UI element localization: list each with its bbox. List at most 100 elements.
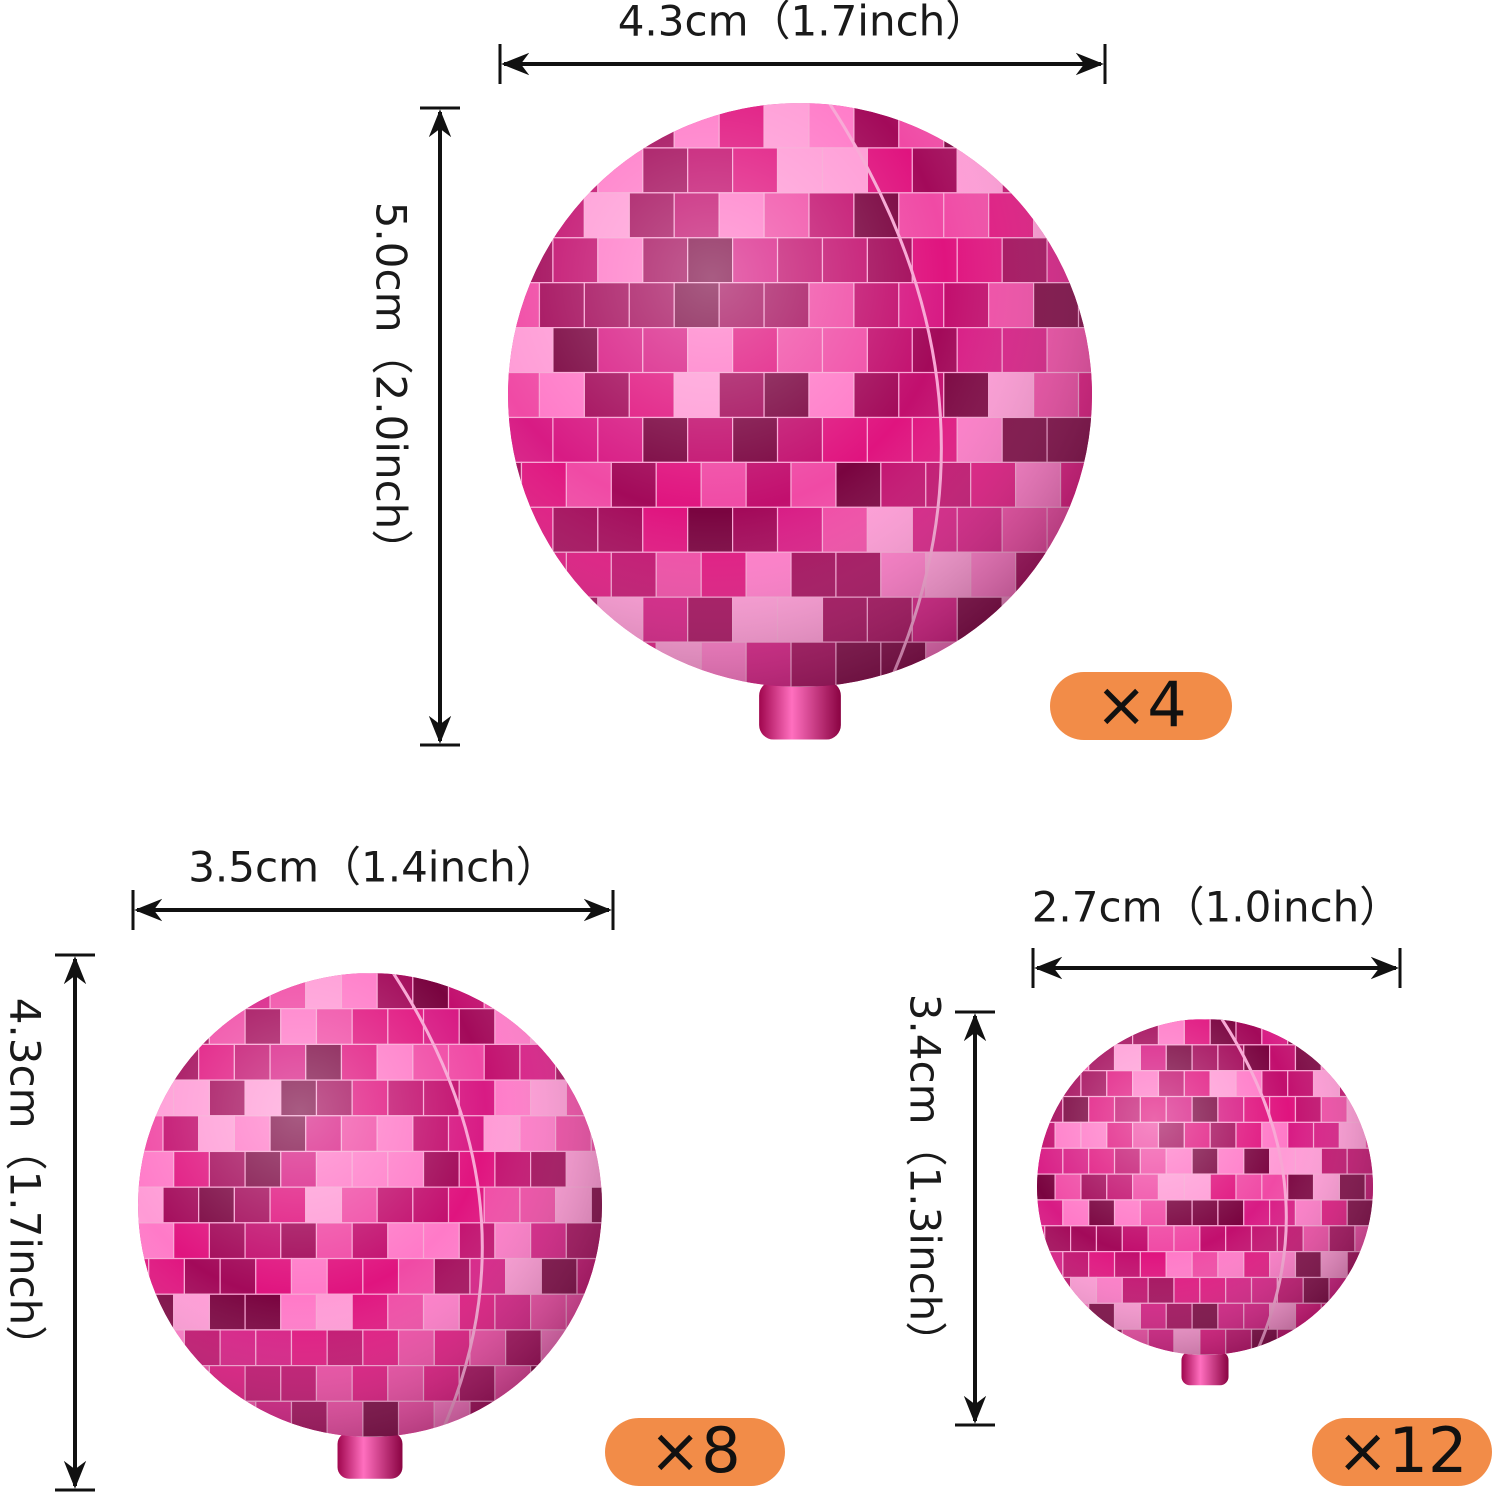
mirror-tile <box>687 686 734 687</box>
mirror-tile <box>92 1116 128 1152</box>
mirror-tile <box>1037 1302 1064 1330</box>
mirror-tile <box>583 103 630 149</box>
disco-ball <box>450 103 1092 687</box>
mirror-tile <box>1037 1354 1038 1355</box>
mirror-tile <box>1001 686 1048 687</box>
mirror-tile <box>530 1008 567 1045</box>
mirror-tile <box>508 551 523 598</box>
mirror-tile <box>520 641 568 687</box>
quantity-label: ×12 <box>1337 1414 1468 1487</box>
mirror-tile <box>1269 1354 1297 1355</box>
mirror-tile <box>1091 596 1092 643</box>
mirror-tile <box>1003 1174 1029 1200</box>
width-label: 2.7cm（1.0inch） <box>1032 883 1402 932</box>
mirror-tile <box>1062 1302 1090 1330</box>
height-label: 3.4cm（1.3inch） <box>901 994 950 1364</box>
mirror-tile <box>138 1365 139 1402</box>
mirror-tile <box>138 1436 175 1437</box>
mirror-tile <box>1088 1354 1116 1355</box>
mirror-tile <box>280 1436 318 1437</box>
mirror-tile <box>508 641 523 687</box>
mirror-tile <box>508 103 541 149</box>
mirror-tile <box>508 506 509 553</box>
mirror-tile <box>450 193 495 238</box>
ball-shade <box>508 103 1092 687</box>
mirror-tile <box>552 596 599 643</box>
mirror-tile <box>1037 1019 1056 1046</box>
mirror-tile <box>970 641 1017 687</box>
mirror-tile <box>1015 641 1062 687</box>
mirror-tile <box>1372 1354 1373 1355</box>
mirror-tile <box>1372 1044 1373 1072</box>
mirror-tile <box>1354 1328 1373 1355</box>
quantity-badge <box>605 1418 785 1486</box>
mirror-tile <box>508 237 509 284</box>
mirror-tile <box>1003 1122 1029 1148</box>
mirror-tile <box>1062 1044 1090 1072</box>
mirror-tile <box>1001 596 1048 643</box>
mirror-tile <box>565 1436 602 1437</box>
mirror-tile <box>538 103 585 149</box>
mirror-tile <box>1113 1354 1141 1355</box>
mirror-tile <box>1139 1354 1167 1355</box>
mirror-tile <box>138 1293 139 1331</box>
hanger-cap <box>337 1432 403 1479</box>
mirror-tile <box>422 1436 460 1437</box>
mirror-tile <box>173 1365 210 1402</box>
mirror-tile <box>1037 1070 1056 1098</box>
mirror-tile <box>450 373 495 418</box>
hanger-cap <box>1181 1351 1229 1386</box>
mirror-tile <box>1320 1354 1348 1355</box>
mirror-tile <box>450 283 495 328</box>
mirror-tile <box>1372 1199 1373 1227</box>
disco-ball-item: 4.3cm（1.7inch） 5.0cm（2.0inch） ×4 <box>367 0 1232 747</box>
mirror-tile <box>1037 1302 1038 1330</box>
mirror-tile <box>1077 282 1092 329</box>
mirror-tile <box>576 1329 602 1367</box>
disco-ball <box>92 973 602 1437</box>
mirror-tile <box>458 1436 496 1437</box>
mirror-tile <box>530 1436 567 1437</box>
mirror-tile <box>554 973 592 1010</box>
ball-shade <box>138 973 602 1437</box>
mirror-tile <box>244 1436 282 1437</box>
mirror-tile <box>1001 147 1048 194</box>
mirror-tile <box>1287 1019 1315 1046</box>
mirror-tile <box>138 973 164 1010</box>
height-label: 5.0cm（2.0inch） <box>367 202 416 572</box>
mirror-tile <box>1346 1044 1373 1072</box>
mirror-tile <box>1037 1199 1038 1227</box>
mirror-tile <box>565 1008 602 1045</box>
mirror-tile <box>1320 1302 1348 1330</box>
mirror-tile <box>866 686 913 687</box>
mirror-tile <box>183 1400 221 1437</box>
mirror-tile <box>1243 1354 1271 1355</box>
mirror-tile <box>508 147 554 194</box>
mirror-tile <box>1320 1044 1348 1072</box>
mirror-tile <box>138 1329 150 1367</box>
height-label: 4.3cm（1.7inch） <box>1 998 50 1368</box>
mirror-tile <box>540 1400 578 1437</box>
mirror-tile <box>483 973 521 1010</box>
disco-ball-item: 3.5cm（1.4inch） 4.3cm（1.7inch） ×8 <box>1 843 785 1492</box>
mirror-tile <box>494 1436 532 1437</box>
mirror-tile <box>173 1008 210 1045</box>
mirror-tile <box>1091 416 1092 463</box>
mirror-tile <box>1059 551 1092 598</box>
mirror-tile <box>138 1436 139 1437</box>
mirror-tile <box>92 1044 128 1080</box>
mirror-tile <box>92 973 128 1009</box>
mirror-tile <box>1372 1251 1373 1279</box>
mirror-tile <box>138 1043 164 1081</box>
mirror-tile <box>1046 147 1092 194</box>
mirror-tile <box>138 1150 139 1188</box>
mirror-tile <box>198 973 235 1010</box>
mirror-tile <box>138 1257 150 1295</box>
mirror-tile <box>138 1365 175 1402</box>
mirror-tile <box>508 686 509 687</box>
mirror-tile <box>508 596 509 643</box>
mirror-tile <box>911 686 958 687</box>
disco-ball <box>1003 1019 1373 1355</box>
mirror-tile <box>138 1008 175 1045</box>
